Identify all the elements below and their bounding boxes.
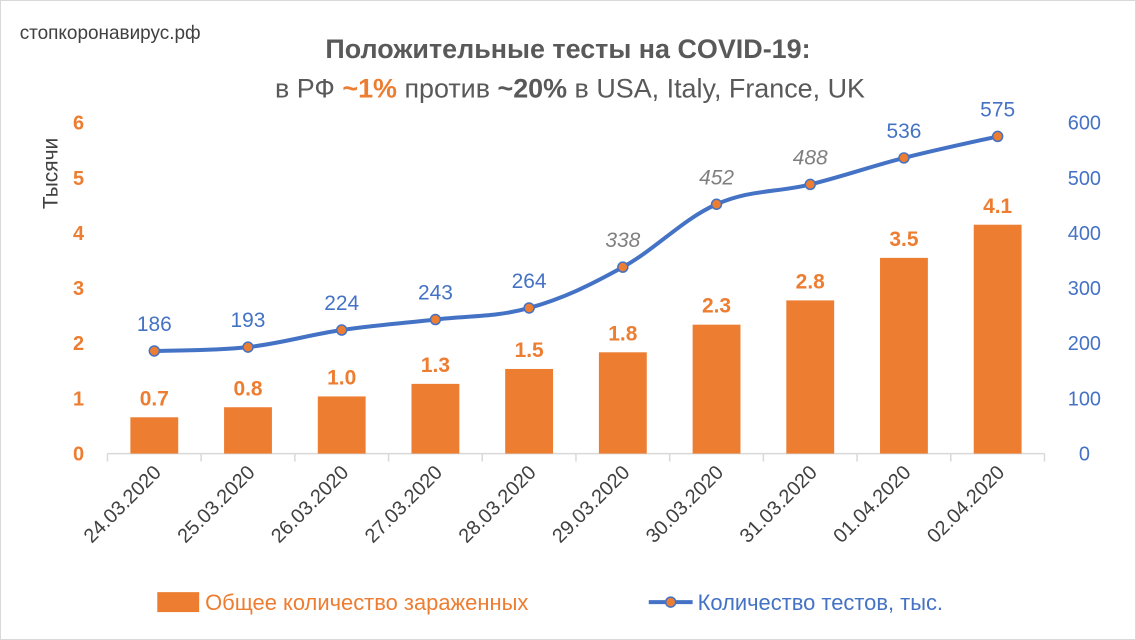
left-tick-label: 2 bbox=[73, 333, 84, 355]
left-tick-label: 3 bbox=[73, 278, 84, 300]
subtitle-part-4: ~20% bbox=[498, 74, 568, 104]
line-point bbox=[898, 152, 910, 164]
subtitle-part-3: против bbox=[397, 74, 498, 104]
legend-bar-label: Общее количество зараженных bbox=[205, 590, 528, 615]
right-tick-label: 600 bbox=[1068, 113, 1101, 135]
bar-value-label: 1.5 bbox=[515, 339, 544, 362]
x-tick-label: 24.03.2020 bbox=[80, 461, 166, 547]
x-tick-label: 29.03.2020 bbox=[548, 461, 634, 547]
x-tick-label: 28.03.2020 bbox=[455, 461, 541, 547]
left-tick-label: 4 bbox=[73, 223, 84, 245]
left-axis-ticks: 0 1 2 3 4 5 6 bbox=[73, 113, 84, 466]
legend-line-marker bbox=[664, 596, 677, 608]
line-value-label: 575 bbox=[980, 98, 1015, 121]
left-tick-label: 5 bbox=[73, 168, 84, 190]
right-tick-label: 200 bbox=[1068, 333, 1101, 355]
line-point bbox=[523, 302, 535, 314]
right-tick-label: 0 bbox=[1079, 444, 1090, 466]
right-tick-label: 400 bbox=[1068, 223, 1101, 245]
line-point bbox=[710, 198, 723, 210]
line-point bbox=[991, 130, 1004, 143]
bar-value-label: 1.0 bbox=[327, 366, 356, 389]
subtitle-part-2: ~1% bbox=[342, 74, 397, 104]
bar-value-label: 0.8 bbox=[233, 377, 262, 400]
bar bbox=[880, 257, 928, 454]
x-tick-label: 25.03.2020 bbox=[173, 461, 259, 547]
tests-line bbox=[152, 134, 1000, 353]
line-point bbox=[148, 345, 161, 357]
left-tick-label: 0 bbox=[73, 444, 84, 466]
bar-labels: 0.7 0.8 1.0 1.3 1.5 1.8 2.3 2.8 3.5 4.1 bbox=[140, 195, 1013, 411]
line-point bbox=[242, 341, 254, 353]
line-value-label: 488 bbox=[793, 146, 828, 169]
bar bbox=[411, 383, 460, 454]
line-point bbox=[617, 261, 629, 273]
line-value-label: 264 bbox=[512, 270, 547, 293]
line-value-label: 452 bbox=[699, 166, 734, 189]
bar bbox=[973, 224, 1022, 454]
legend-bar-swatch bbox=[157, 592, 200, 613]
right-tick-label: 300 bbox=[1068, 278, 1101, 300]
bar-value-label: 1.3 bbox=[421, 354, 450, 377]
bar bbox=[505, 368, 554, 454]
bar bbox=[317, 396, 366, 454]
x-tick-label: 27.03.2020 bbox=[361, 461, 447, 547]
bar-value-label: 0.7 bbox=[140, 387, 169, 410]
subtitle-part-1: в РФ bbox=[275, 74, 342, 104]
bar-series bbox=[130, 224, 1022, 454]
line-value-label: 536 bbox=[886, 120, 921, 143]
line-value-label: 338 bbox=[605, 229, 640, 252]
right-tick-label: 500 bbox=[1068, 168, 1101, 190]
line-point bbox=[335, 324, 348, 336]
x-tick-label: 02.04.2020 bbox=[923, 461, 1009, 547]
chart-subtitle: в РФ ~1% против ~20% в USA, Italy, Franc… bbox=[275, 74, 865, 104]
legend-line-label: Количество тестов, тыс. bbox=[698, 590, 943, 615]
x-axis-ticks: 24.03.2020 25.03.2020 26.03.2020 27.03.2020… bbox=[80, 453, 1046, 548]
bar bbox=[786, 300, 835, 454]
line-value-label: 243 bbox=[418, 282, 453, 305]
left-axis-title: Тысячи bbox=[40, 138, 63, 209]
bar bbox=[224, 407, 272, 454]
bar-value-label: 1.8 bbox=[608, 322, 637, 345]
bar-value-label: 2.3 bbox=[702, 295, 731, 318]
right-axis-ticks: 0 100 200 300 400 500 600 bbox=[1068, 113, 1101, 466]
x-tick-label: 31.03.2020 bbox=[736, 461, 822, 547]
bar bbox=[130, 417, 179, 454]
left-tick-label: 6 bbox=[73, 113, 84, 135]
line-value-label: 224 bbox=[324, 292, 359, 315]
x-tick-label: 01.04.2020 bbox=[829, 461, 915, 547]
left-tick-label: 1 bbox=[73, 388, 84, 410]
bar-value-label: 4.1 bbox=[983, 195, 1012, 218]
x-tick-label: 26.03.2020 bbox=[267, 461, 353, 547]
bar bbox=[692, 324, 741, 454]
line-labels: 186 193 224 243 264 338 452 488 536 575 bbox=[137, 98, 1015, 336]
subtitle-part-5: в USA, Italy, France, UK bbox=[567, 74, 865, 104]
x-tick-label: 30.03.2020 bbox=[642, 461, 728, 547]
line-point bbox=[804, 178, 816, 191]
line-value-label: 193 bbox=[231, 309, 266, 332]
line-value-label: 186 bbox=[137, 313, 172, 336]
bar-value-label: 2.8 bbox=[796, 270, 825, 293]
line-series bbox=[148, 130, 1004, 357]
line-point bbox=[429, 313, 442, 326]
bar-value-label: 3.5 bbox=[889, 228, 918, 251]
watermark: стопкоронавирус.рф bbox=[20, 23, 201, 44]
legend: Общее количество зараженных Количество т… bbox=[157, 590, 943, 615]
bar bbox=[598, 352, 647, 454]
chart-title: Положительные тесты на COVID-19: bbox=[325, 34, 810, 64]
right-tick-label: 100 bbox=[1068, 388, 1101, 410]
